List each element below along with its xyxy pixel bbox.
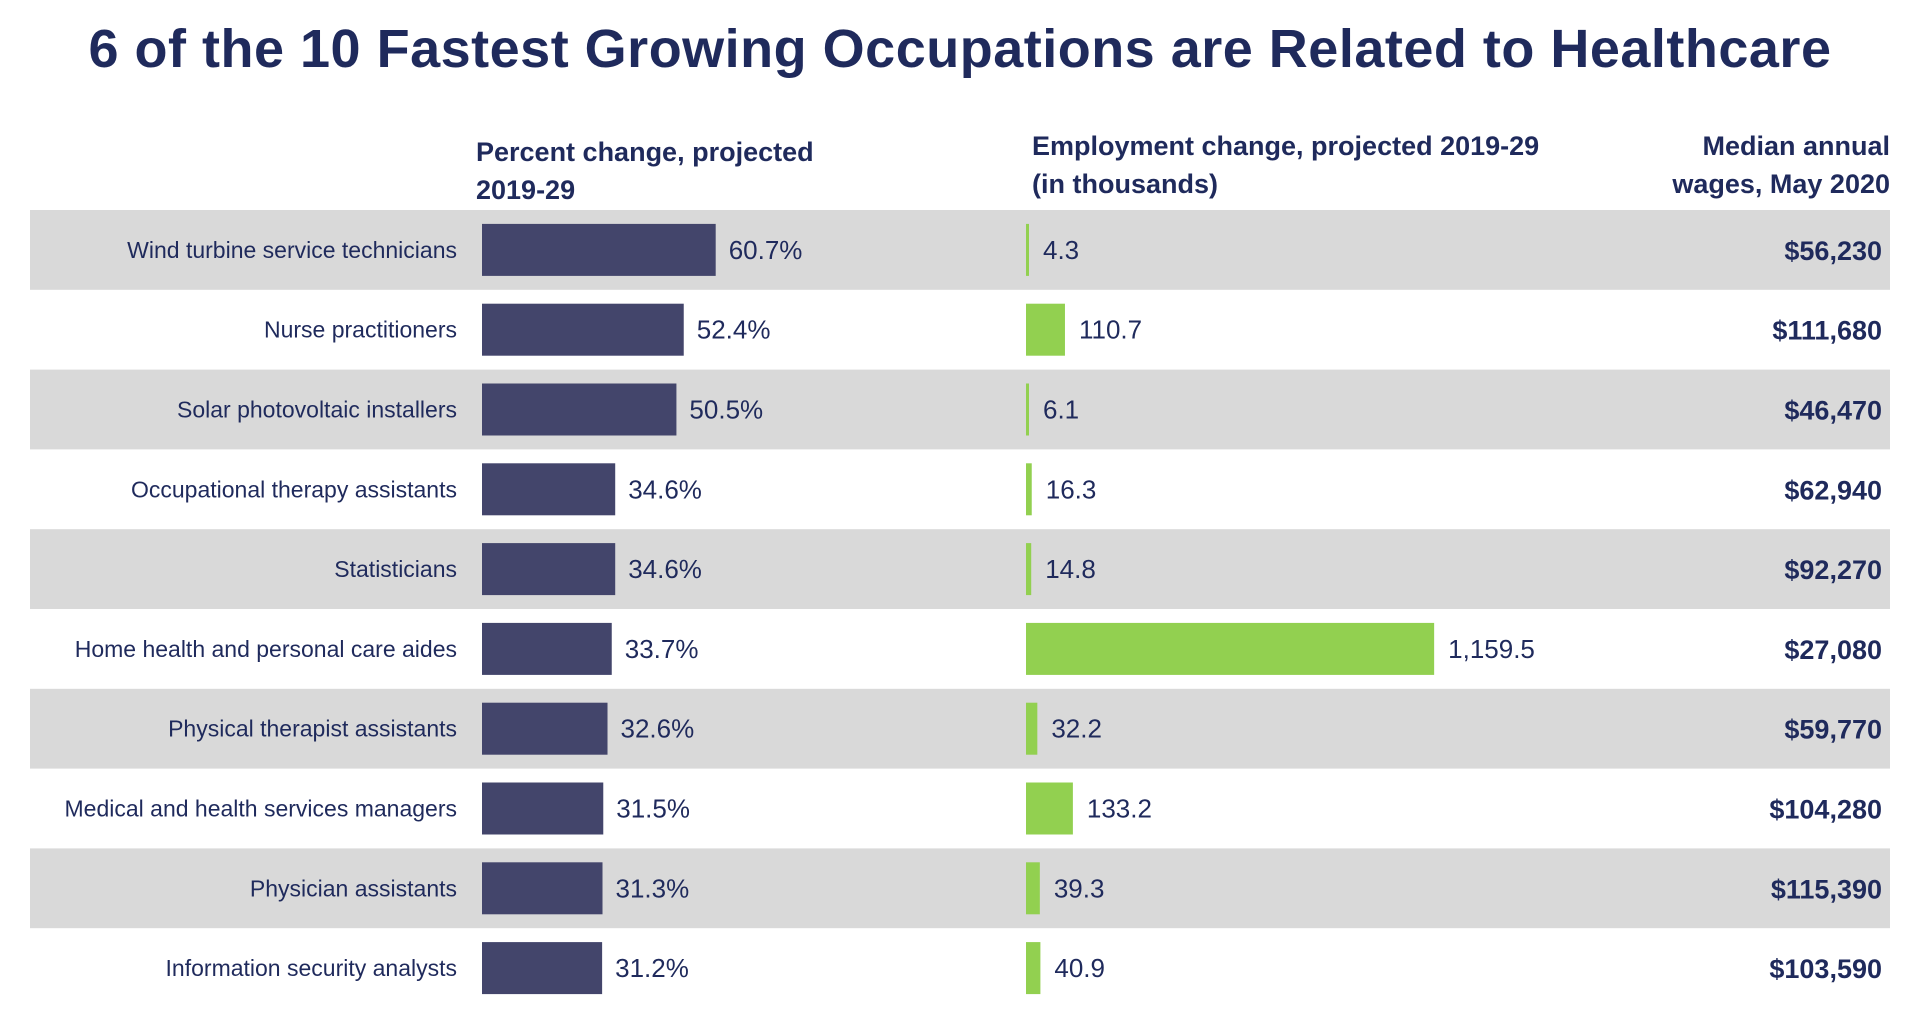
median-wage: $62,940 xyxy=(1784,475,1882,505)
header-employment-change: Employment change, projected 2019-29 (in… xyxy=(1032,127,1592,203)
employment-label: 14.8 xyxy=(1045,554,1096,584)
percent-label: 34.6% xyxy=(628,474,702,504)
percent-label: 31.5% xyxy=(616,794,690,824)
median-wage: $56,230 xyxy=(1784,236,1882,266)
percent-bar xyxy=(482,782,604,835)
median-wage: $92,270 xyxy=(1784,555,1882,585)
percent-label: 32.6% xyxy=(621,714,695,744)
percent-label: 31.2% xyxy=(615,953,689,983)
percent-label: 52.4% xyxy=(697,315,771,345)
employment-bar xyxy=(1026,862,1040,915)
percent-label: 50.5% xyxy=(689,395,763,425)
median-wage: $59,770 xyxy=(1784,715,1882,745)
header-wages-line1: Median annual xyxy=(1702,131,1890,161)
occupation-label: Physician assistants xyxy=(250,875,457,901)
header-percent-line2: 2019-29 xyxy=(476,175,576,205)
row-stripe xyxy=(30,210,1890,290)
percent-label: 60.7% xyxy=(729,235,803,265)
occupation-label: Home health and personal care aides xyxy=(75,636,457,662)
percent-bar xyxy=(482,303,684,356)
percent-label: 34.6% xyxy=(628,554,702,584)
row-stripe xyxy=(30,688,1890,769)
occupation-label: Wind turbine service technicians xyxy=(127,237,457,263)
occupation-label: Medical and health services managers xyxy=(65,796,457,822)
median-wage: $27,080 xyxy=(1784,635,1882,665)
employment-bar xyxy=(1026,463,1032,516)
chart-title: 6 of the 10 Fastest Growing Occupations … xyxy=(88,19,1832,79)
percent-bar xyxy=(482,223,716,276)
occupation-label: Statisticians xyxy=(334,556,457,582)
employment-bar xyxy=(1026,702,1038,755)
employment-bar xyxy=(1026,942,1041,995)
employment-bar xyxy=(1026,543,1032,596)
header-employment-line1: Employment change, projected 2019-29 xyxy=(1032,131,1540,161)
percent-bar xyxy=(482,862,603,915)
percent-bar xyxy=(482,543,616,596)
median-wage: $104,280 xyxy=(1769,795,1882,825)
employment-label: 39.3 xyxy=(1054,873,1105,903)
occupation-label: Occupational therapy assistants xyxy=(131,476,457,502)
median-wage: $46,470 xyxy=(1784,396,1882,426)
employment-bar xyxy=(1026,303,1065,356)
occupation-label: Nurse practitioners xyxy=(264,317,457,343)
employment-bar xyxy=(1026,782,1073,835)
header-percent-change: Percent change, projected 2019-29 xyxy=(476,133,896,209)
occupation-label: Solar photovoltaic installers xyxy=(177,397,457,423)
occupation-label: Information security analysts xyxy=(166,955,457,981)
header-wages-line2: wages, May 2020 xyxy=(1672,169,1890,199)
employment-label: 40.9 xyxy=(1054,953,1105,983)
employment-bar xyxy=(1026,622,1435,675)
percent-bar xyxy=(482,942,603,995)
employment-label: 1,159.5 xyxy=(1448,634,1535,664)
percent-bar xyxy=(482,463,616,516)
employment-bar xyxy=(1026,223,1029,276)
percent-bar xyxy=(482,383,677,436)
percent-label: 31.3% xyxy=(616,873,690,903)
employment-label: 16.3 xyxy=(1046,474,1097,504)
row-stripe xyxy=(30,529,1890,609)
employment-label: 6.1 xyxy=(1043,395,1079,425)
median-wage: $103,590 xyxy=(1769,954,1882,984)
percent-bar xyxy=(482,702,608,755)
header-percent-line1: Percent change, projected xyxy=(476,137,814,167)
employment-bar xyxy=(1026,383,1029,436)
row-stripe xyxy=(30,848,1890,929)
occupation-label: Physical therapist assistants xyxy=(168,716,457,742)
row-stripe xyxy=(30,369,1890,450)
median-wage: $111,680 xyxy=(1772,316,1882,346)
percent-label: 33.7% xyxy=(625,634,699,664)
employment-label: 32.2 xyxy=(1051,714,1102,744)
percent-bar xyxy=(482,622,612,675)
median-wage: $115,390 xyxy=(1771,874,1882,904)
header-median-wages: Median annual wages, May 2020 xyxy=(1630,127,1890,203)
employment-label: 4.3 xyxy=(1043,235,1079,265)
employment-label: 133.2 xyxy=(1087,794,1152,824)
employment-label: 110.7 xyxy=(1079,315,1142,345)
header-employment-line2: (in thousands) xyxy=(1032,169,1218,199)
